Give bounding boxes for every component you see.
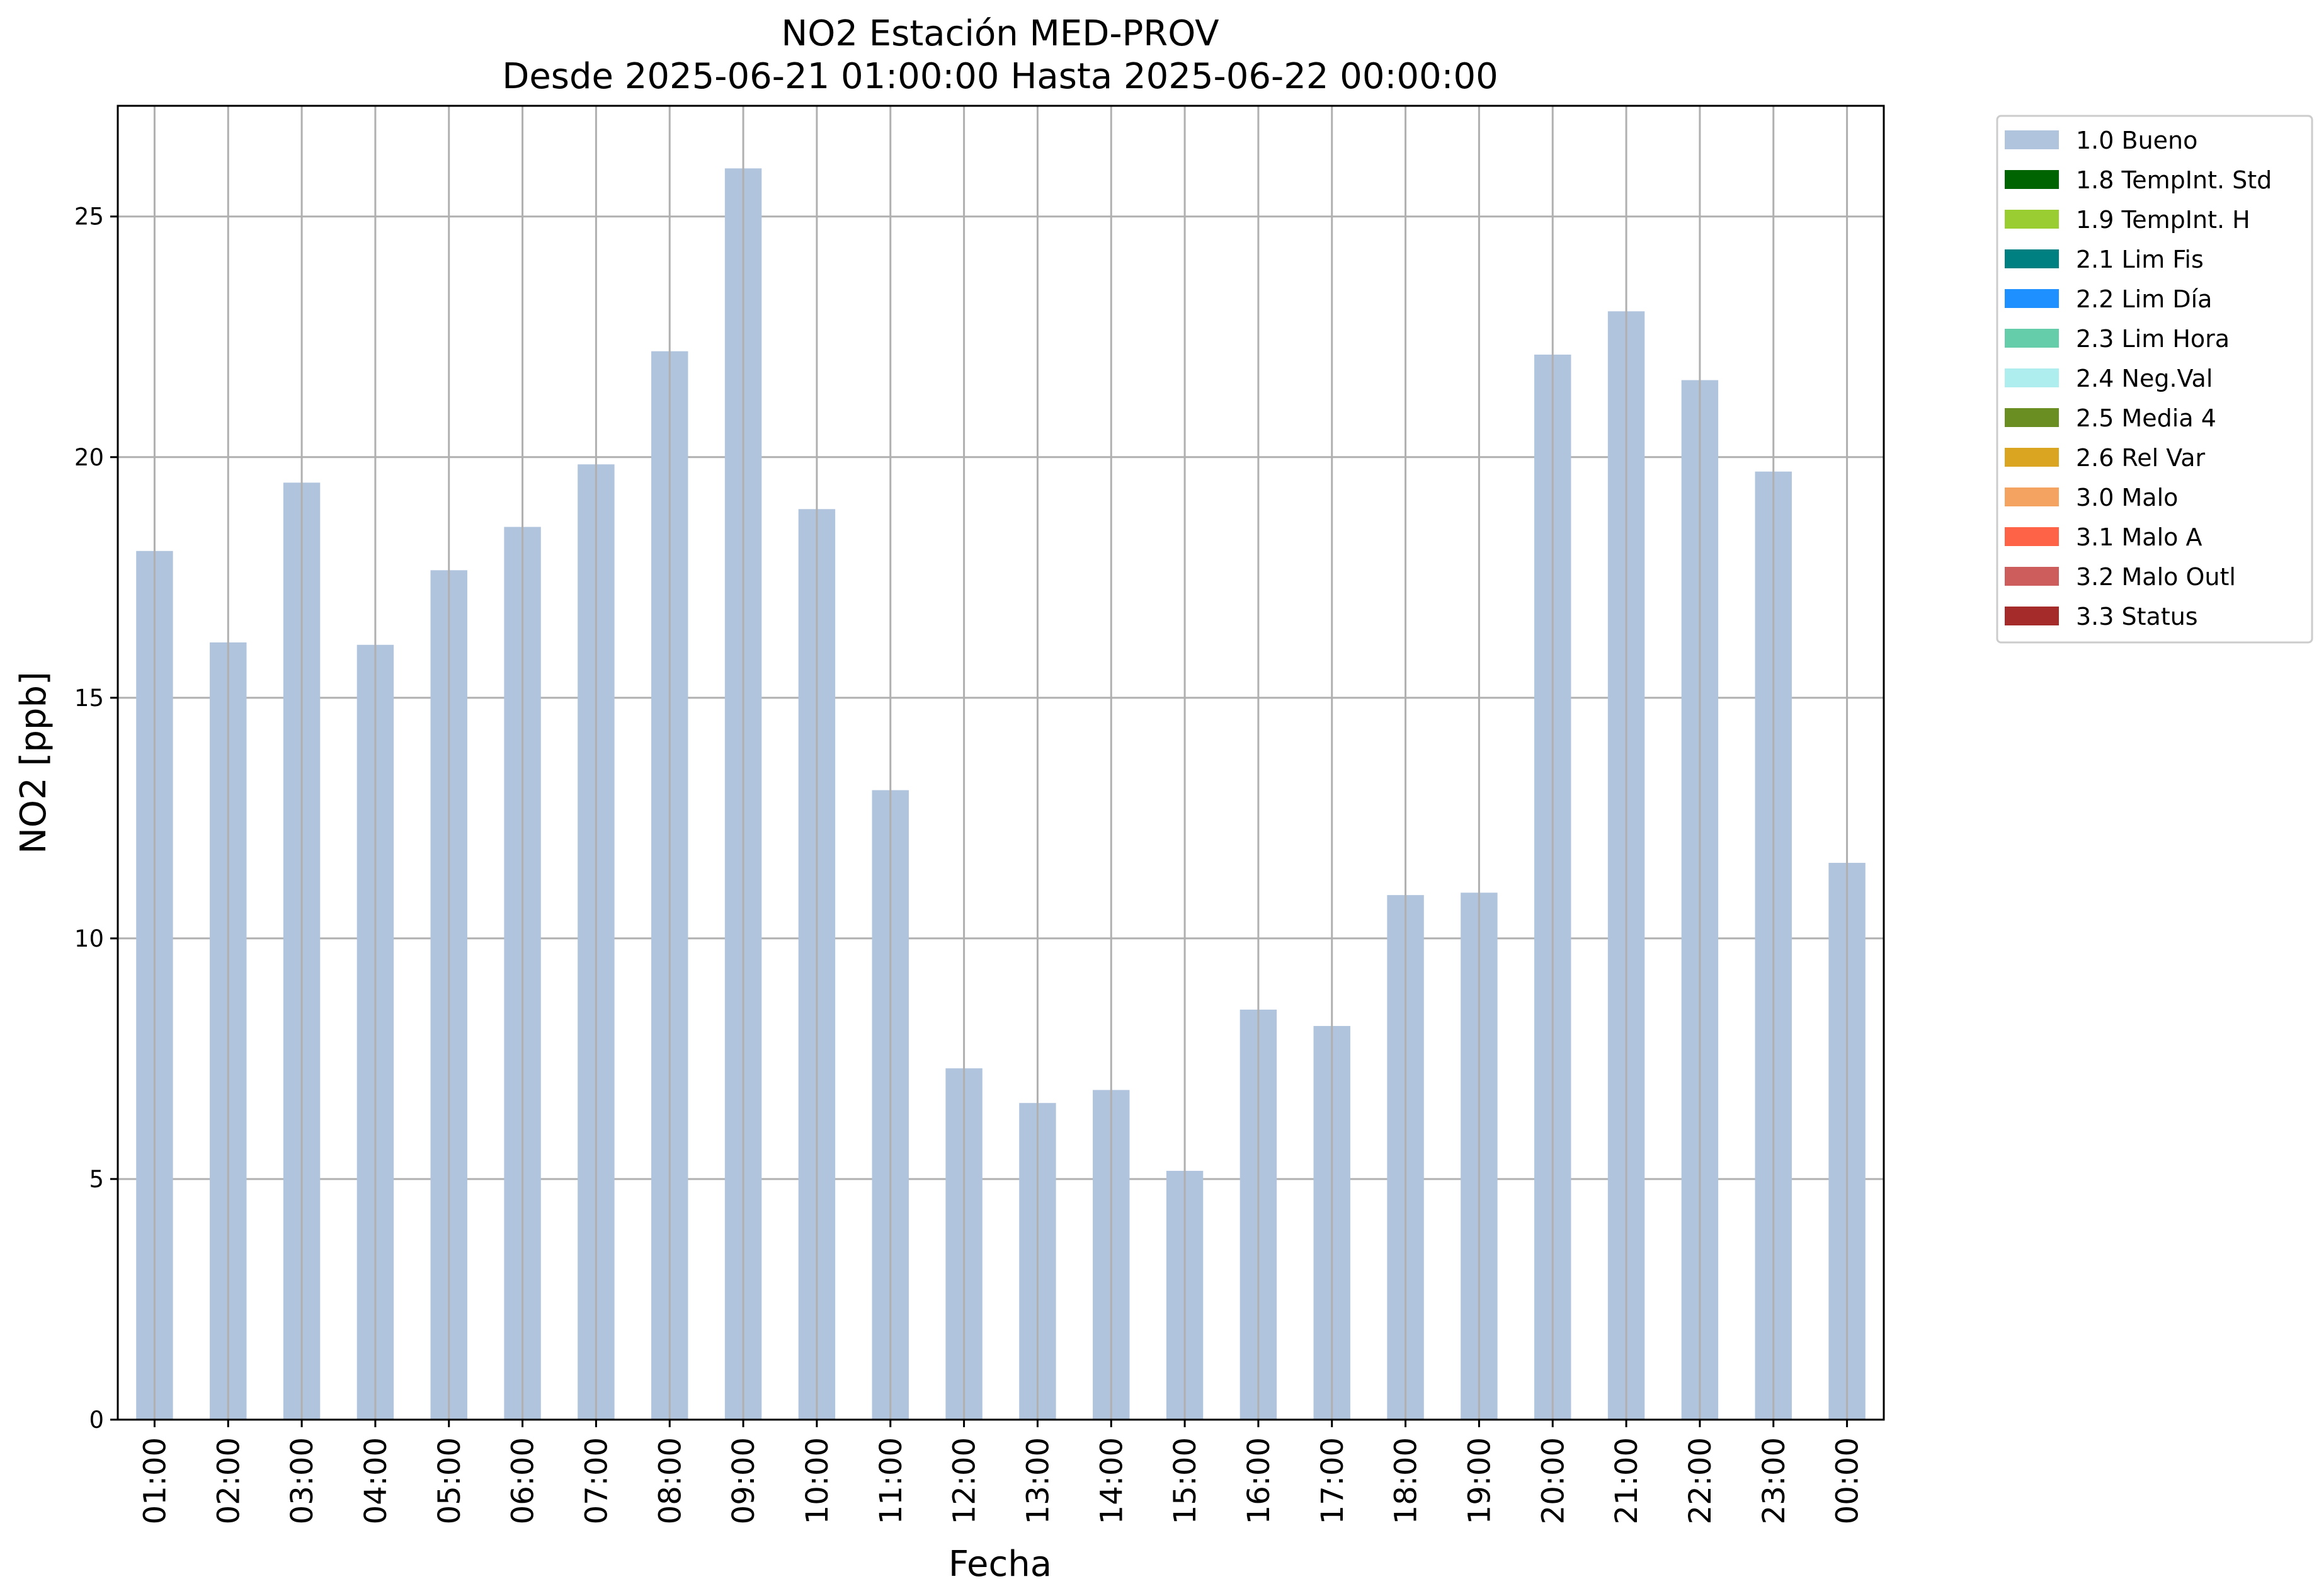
- x-tick-label: 15:00: [1168, 1437, 1203, 1524]
- y-tick-label: 0: [89, 1406, 104, 1434]
- x-tick-label: 10:00: [800, 1437, 835, 1524]
- y-tick-label: 10: [74, 925, 104, 952]
- legend-label: 2.3 Lim Hora: [2076, 325, 2230, 353]
- legend-swatch: [2005, 289, 2059, 308]
- bar-series: [136, 106, 1866, 1420]
- legend-swatch: [2005, 210, 2059, 229]
- x-tick-label: 17:00: [1315, 1437, 1350, 1524]
- chart-subtitle: Desde 2025-06-21 01:00:00 Hasta 2025-06-…: [502, 56, 1498, 97]
- x-tick-label: 06:00: [506, 1437, 541, 1524]
- legend-swatch: [2005, 487, 2059, 506]
- x-tick-label: 05:00: [432, 1437, 467, 1524]
- x-tick-label: 04:00: [358, 1437, 394, 1524]
- x-tick-label: 01:00: [137, 1437, 173, 1524]
- legend-label: 2.2 Lim Día: [2076, 285, 2212, 313]
- legend-label: 3.0 Malo: [2076, 484, 2178, 511]
- legend-swatch: [2005, 567, 2059, 586]
- x-tick-label: 08:00: [652, 1437, 688, 1524]
- legend: 1.0 Bueno 1.8 TempInt. Std 1.9 TempInt. H 2…: [1996, 115, 2313, 644]
- y-tick-label: 25: [74, 203, 104, 231]
- y-tick-label: 20: [74, 444, 104, 471]
- x-tick-label: 09:00: [726, 1437, 761, 1524]
- legend-swatch: [2005, 329, 2059, 348]
- grid-lines: [118, 215, 1884, 1180]
- x-tick-label: 19:00: [1462, 1437, 1497, 1524]
- x-tick-label: 20:00: [1536, 1437, 1571, 1524]
- x-tick-label: 22:00: [1683, 1437, 1718, 1524]
- legend-label: 2.1 Lim Fis: [2076, 246, 2204, 273]
- legend-frame: [1996, 115, 2313, 644]
- legend-label: 3.2 Malo Outl: [2076, 563, 2236, 591]
- legend-label: 1.9 TempInt. H: [2076, 206, 2250, 234]
- legend-swatch: [2005, 607, 2059, 625]
- legend-swatch: [2005, 170, 2059, 189]
- x-tick-label: 18:00: [1389, 1437, 1424, 1524]
- x-tick-label: 12:00: [947, 1437, 983, 1524]
- legend-label: 3.3 Status: [2076, 603, 2198, 630]
- legend-swatch: [2005, 448, 2059, 467]
- x-tick-label: 16:00: [1241, 1437, 1277, 1524]
- x-tick-label: 03:00: [285, 1437, 320, 1524]
- legend-label: 2.6 Rel Var: [2076, 444, 2206, 472]
- y-axis-ticks: 0 5 10 15 20 25: [74, 203, 118, 1434]
- x-tick-label: 11:00: [874, 1437, 909, 1524]
- x-tick-label: 13:00: [1020, 1437, 1056, 1524]
- legend-label: 2.4 Neg.Val: [2076, 365, 2213, 392]
- y-axis-label: NO2 [ppb]: [13, 671, 54, 854]
- legend-swatch: [2005, 527, 2059, 546]
- y-tick-label: 5: [89, 1166, 104, 1193]
- legend-swatch: [2005, 368, 2059, 387]
- y-tick-label: 15: [74, 685, 104, 712]
- x-tick-label: 14:00: [1094, 1437, 1129, 1524]
- x-tick-label: 02:00: [211, 1437, 246, 1524]
- legend-label: 1.0 Bueno: [2076, 127, 2197, 154]
- x-tick-label: 00:00: [1830, 1437, 1866, 1524]
- x-tick-label: 07:00: [579, 1437, 614, 1524]
- chart-title: NO2 Estación MED-PROV: [781, 13, 1219, 54]
- legend-label: 1.8 TempInt. Std: [2076, 166, 2272, 194]
- legend-swatch: [2005, 249, 2059, 268]
- legend-entries: 1.0 Bueno 1.8 TempInt. Std 1.9 TempInt. H 2…: [2005, 127, 2272, 630]
- plot-frame: [117, 105, 1885, 1421]
- legend-label: 2.5 Media 4: [2076, 404, 2216, 432]
- legend-swatch: [2005, 130, 2059, 149]
- x-tick-label: 21:00: [1609, 1437, 1644, 1524]
- x-axis-ticks: 01:00 02:00 03:00 04:00 05:00 06:00 07:00 08:00…: [137, 1420, 1866, 1524]
- legend-label: 3.1 Malo A: [2076, 523, 2202, 551]
- legend-swatch: [2005, 408, 2059, 427]
- x-axis-label: Fecha: [949, 1544, 1052, 1585]
- x-tick-label: 23:00: [1757, 1437, 1792, 1524]
